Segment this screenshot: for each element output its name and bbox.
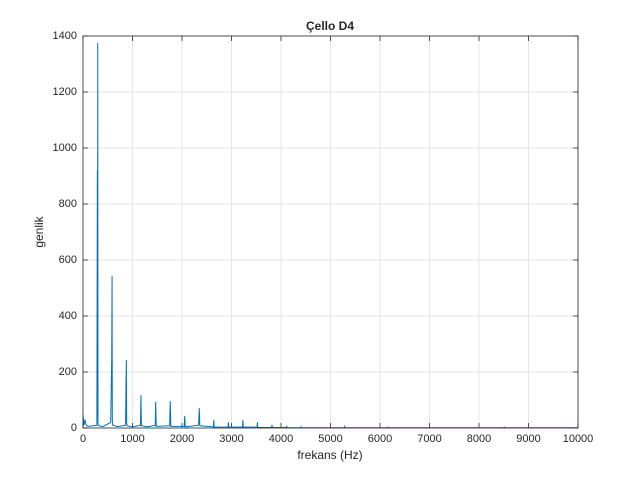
chart-title: Çello D4 — [306, 19, 354, 33]
x-tick-label: 4000 — [269, 433, 293, 445]
x-tick-label: 8000 — [467, 433, 491, 445]
y-tick-label: 600 — [59, 254, 77, 266]
x-tick-label: 0 — [80, 433, 86, 445]
x-tick-label: 6000 — [368, 433, 392, 445]
axes-box — [82, 35, 579, 429]
x-tick-label: 10000 — [563, 433, 594, 445]
x-tick-label: 5000 — [318, 433, 342, 445]
x-tick-label: 1000 — [120, 433, 144, 445]
y-tick-label: 400 — [59, 310, 77, 322]
y-tick-label: 1400 — [53, 30, 77, 42]
x-axis-label: frekans (Hz) — [297, 448, 362, 462]
x-tick-label: 2000 — [170, 433, 194, 445]
x-tick-label: 7000 — [417, 433, 441, 445]
y-tick-label: 0 — [71, 422, 77, 434]
x-tick-label: 9000 — [516, 433, 540, 445]
y-tick-label: 800 — [59, 198, 77, 210]
y-tick-label: 1200 — [53, 86, 77, 98]
y-tick-label: 1000 — [53, 142, 77, 154]
x-tick-label: 3000 — [219, 433, 243, 445]
y-axis-label: genlik — [32, 215, 46, 247]
y-tick-label: 200 — [59, 366, 77, 378]
